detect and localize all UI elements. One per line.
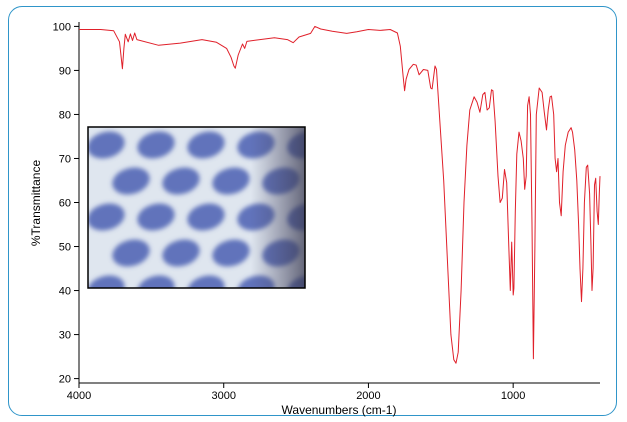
x-tick-label: 1000 — [501, 390, 525, 402]
inset-photo — [87, 126, 306, 289]
x-tick-label: 3000 — [211, 390, 235, 402]
x-axis-ticks: 4000 3000 2000 1000 — [67, 383, 525, 402]
y-tick-label: 40 — [59, 286, 71, 298]
y-tick-label: 30 — [59, 330, 71, 342]
y-tick-label: 100 — [53, 21, 71, 33]
y-axis-label: %Transmittance — [29, 160, 43, 247]
y-tick-label: 20 — [59, 374, 71, 386]
series-line-spectrum — [79, 25, 601, 364]
y-tick-label: 60 — [59, 198, 71, 210]
y-axis-ticks: 20 30 40 50 60 70 80 90 100 — [53, 21, 79, 386]
y-tick-label: 50 — [59, 242, 71, 254]
y-tick-label: 90 — [59, 65, 71, 77]
y-tick-label: 70 — [59, 153, 71, 165]
x-tick-label: 4000 — [67, 390, 91, 402]
y-tick-label: 80 — [59, 109, 71, 121]
x-axis-label: Wavenumbers (cm-1) — [282, 403, 397, 417]
x-tick-label: 2000 — [356, 390, 380, 402]
